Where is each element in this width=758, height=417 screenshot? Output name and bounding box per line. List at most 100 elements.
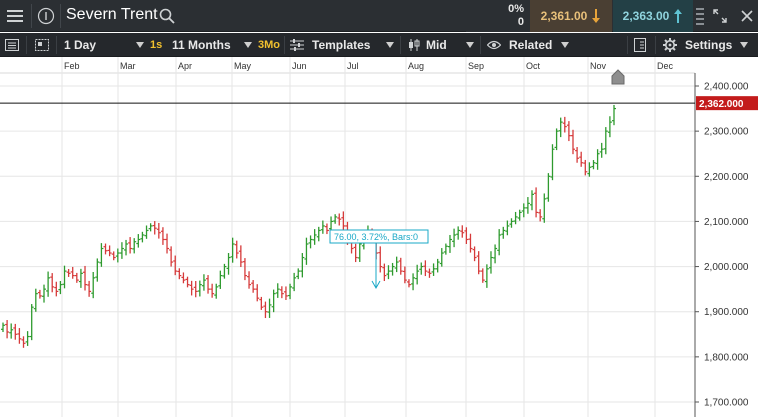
arrow-up-icon (674, 9, 683, 23)
ohlc-bar-up (542, 193, 547, 223)
change-value: 0 (517, 16, 524, 28)
ohlc-bar-down (251, 280, 256, 293)
y-tick-label: 1,900.000 (704, 307, 749, 318)
ohlc-bar-up (58, 281, 63, 295)
drag-handle-icon[interactable] (694, 0, 706, 32)
ohlc-bar-up (46, 271, 51, 297)
measure-tooltip[interactable] (329, 229, 429, 244)
y-tick-label: 1,800.000 (704, 352, 749, 363)
month-label: Aug (408, 61, 424, 71)
panel-list-icon[interactable] (5, 33, 19, 57)
ohlc-bar-up (99, 243, 104, 267)
chevron-down-icon (561, 42, 569, 48)
expand-icon[interactable] (708, 0, 732, 32)
ohlc-bar-up (292, 272, 297, 292)
ohlc-bar-up (447, 234, 452, 253)
current-price-tag (696, 96, 758, 111)
ohlc-bar-up (222, 263, 227, 279)
buy-price: 2,363.00 (622, 9, 670, 23)
ohlc-bar-up (599, 142, 604, 158)
ohlc-bar-down (353, 243, 358, 263)
interval-dropdown[interactable]: 1 Day (64, 33, 144, 57)
search-icon[interactable] (157, 0, 177, 32)
ohlc-bar-down (21, 336, 26, 348)
chevron-down-icon (244, 42, 252, 48)
y-tick-label: 2,200.000 (704, 172, 749, 183)
ohlc-bar-down (583, 159, 588, 176)
ohlc-bar-up (529, 190, 534, 211)
ohlc-bar-up (513, 211, 518, 225)
ohlc-bar-up (419, 262, 424, 275)
ohlc-bar-up (612, 104, 616, 126)
ohlc-bar-down (156, 222, 161, 239)
ohlc-bar-down (263, 301, 268, 319)
divider (627, 36, 628, 54)
info-icon[interactable] (33, 0, 59, 32)
sell-price: 2,361.00 (540, 9, 588, 23)
ohlc-bar-down (83, 265, 88, 291)
ohlc-bar-up (415, 264, 420, 285)
ohlc-bar-down (177, 268, 182, 280)
ohlc-bar-down (468, 233, 473, 253)
ohlc-bar-down (165, 233, 170, 254)
ohlc-bar-down (534, 187, 539, 218)
ohlc-bar-up (497, 229, 502, 256)
y-tick-label: 2,300.000 (704, 127, 749, 138)
ohlc-bar-down (476, 251, 481, 275)
chart-canvas[interactable]: Feb Mar Apr May Jun Jul Aug Sep Oct Nov Dec 2,400.… (0, 57, 758, 417)
ohlc-bar-down (107, 245, 112, 257)
ohlc-bar-down (74, 272, 79, 283)
sell-button[interactable]: 2,361.00 (530, 0, 612, 32)
change-percent: 0% (508, 3, 524, 15)
ohlc-bar-down (337, 213, 342, 226)
month-label: Nov (590, 61, 607, 71)
arrow-down-icon (592, 9, 601, 23)
interval-shortcut[interactable]: 1s (150, 39, 163, 51)
range-dropdown[interactable]: 11 Months (172, 33, 252, 57)
ohlc-bar-up (25, 331, 30, 346)
ohlc-bar-down (279, 286, 284, 299)
divider (655, 36, 656, 54)
ohlc-bar-down (472, 246, 477, 262)
ohlc-bar-up (271, 289, 276, 313)
instrument-title[interactable]: Severn Trent (66, 6, 158, 23)
sliders-icon (290, 39, 304, 51)
ohlc-bar-up (509, 218, 514, 228)
range-shortcut[interactable]: 3Mo (258, 39, 280, 51)
related-dropdown[interactable]: Related (487, 33, 569, 57)
settings-button[interactable]: Settings (663, 33, 749, 57)
ohlc-bar-up (521, 203, 526, 218)
ohlc-bar-down (255, 284, 260, 302)
templates-dropdown[interactable]: Templates (290, 33, 394, 57)
ohlc-bar-up (42, 284, 47, 303)
ohlc-bar-up (29, 304, 34, 341)
latest-bar-marker-icon[interactable] (611, 69, 625, 85)
price-type-label: Mid (426, 38, 447, 52)
divider (480, 36, 481, 54)
price-chart[interactable]: Feb Mar Apr May Jun Jul Aug Sep Oct Nov Dec 2,400.… (0, 57, 758, 417)
ohlc-bar-up (218, 270, 223, 289)
divider (284, 36, 285, 54)
buy-button[interactable]: 2,363.00 (613, 0, 693, 32)
ohlc-bar-up (493, 244, 498, 264)
month-header-strip (0, 57, 758, 73)
ohlc-bar-up (308, 235, 313, 249)
ohlc-bar-down (402, 266, 407, 284)
ohlc-bar-down (210, 283, 215, 298)
chevron-down-icon (386, 42, 394, 48)
ohlc-bar-up (603, 127, 608, 155)
menu-icon[interactable] (0, 0, 30, 32)
y-tick-label: 2,000.000 (704, 262, 749, 273)
ohlc-bar-down (480, 268, 485, 283)
layout-icon[interactable] (35, 33, 49, 57)
ohlc-bar-up (9, 323, 14, 339)
ohlc-bar-up (554, 128, 559, 151)
notes-icon[interactable] (634, 33, 646, 57)
close-icon[interactable] (736, 0, 758, 32)
chevron-down-icon (136, 42, 144, 48)
ohlc-bar-down (382, 263, 387, 282)
price-type-dropdown[interactable]: Mid (408, 33, 474, 57)
chart-toolbar: 1 Day 1s 11 Months 3Mo Templates Mid Rel… (0, 33, 758, 57)
ohlc-bar-up (214, 283, 219, 299)
ohlc-bar-up (197, 280, 202, 297)
